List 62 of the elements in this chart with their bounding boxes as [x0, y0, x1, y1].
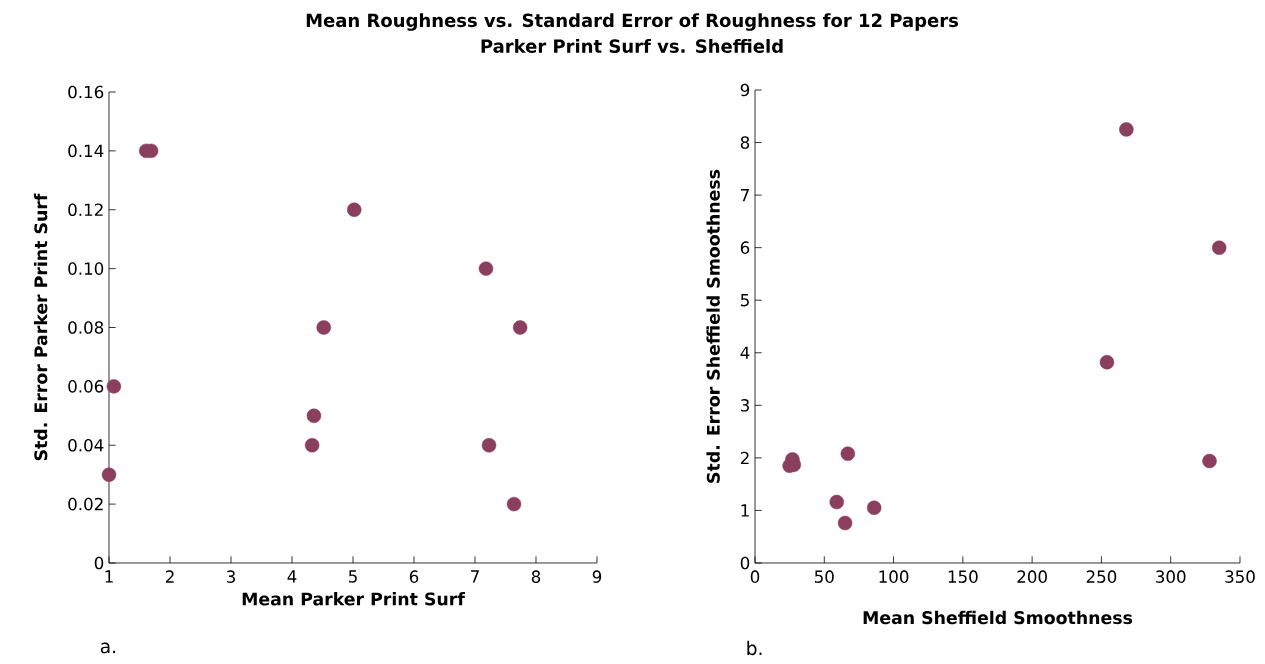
x-tick-label: 9 [592, 570, 602, 583]
point [506, 496, 522, 512]
y-tick-label: 2 [740, 451, 749, 465]
point [866, 500, 882, 516]
y-tick-label: 3 [740, 399, 749, 412]
point [1099, 355, 1115, 370]
point [306, 408, 322, 424]
point [512, 320, 528, 335]
x-tick-label: 5 [348, 570, 357, 583]
y-tick-label: 0.06 [68, 380, 104, 393]
y-tick-label: 7 [741, 189, 749, 202]
text: a. [100, 642, 116, 654]
y-tick-label: 5 [740, 294, 749, 307]
y-tick-label: 0.12 [68, 203, 103, 217]
x-tick-label: 0 [750, 570, 760, 583]
x-axis-title: Mean Parker Print Surf [242, 592, 465, 606]
x-tick-label: 2 [165, 570, 174, 583]
point [1202, 453, 1217, 469]
point [347, 202, 362, 217]
y-axis-title: Std. Error Sheffield Smoothness [706, 169, 720, 483]
point [840, 446, 856, 461]
x-tick-label: 6 [409, 570, 419, 583]
y-tick-label: 6 [740, 241, 750, 254]
y-tick-label: 0.14 [68, 144, 104, 158]
point [481, 438, 497, 453]
x-tick-label: 7 [471, 570, 479, 583]
y-tick-label: 0.16 [68, 85, 104, 99]
chart-title: Mean Roughness vs. Standard Error of Roughness for 12 Papers [306, 13, 959, 31]
y-tick-label: 0.10 [68, 262, 104, 275]
x-tick-label: 100 [879, 570, 909, 583]
x-tick-label: 200 [1017, 570, 1047, 583]
x-tick-label: 1 [105, 570, 113, 583]
point [829, 494, 844, 510]
point [837, 515, 853, 531]
point [106, 379, 122, 394]
y-tick-label: 0.04 [68, 438, 104, 452]
x-tick-label: 50 [814, 570, 834, 583]
x-tick-label: 350 [1225, 570, 1255, 583]
x-axis-title: Mean Sheffield Smoothness [863, 610, 1133, 625]
y-tick-label: 4 [740, 346, 750, 359]
y-tick-label: 9 [740, 83, 750, 97]
x-tick-label: 3 [226, 570, 235, 583]
y-tick-label: 0.02 [68, 497, 103, 511]
x-tick-label: 4 [287, 570, 297, 583]
text: b. [747, 640, 762, 656]
x-tick-label: 8 [531, 570, 541, 583]
point [304, 438, 320, 453]
chart-subtitle: Parker Print Surf vs. Sheffield [481, 39, 783, 53]
y-tick-label: 0.08 [68, 321, 104, 334]
point [478, 261, 494, 276]
point [1119, 122, 1134, 137]
x-tick-label: 300 [1156, 570, 1186, 583]
y-tick-label: 0 [94, 556, 104, 570]
y-axis-title: Std. Error Parker Print Surf [33, 193, 48, 461]
point [101, 467, 117, 482]
point [1212, 240, 1227, 255]
y-tick-label: 8 [740, 136, 750, 149]
y-tick-label: 0 [740, 556, 750, 570]
x-tick-label: 150 [948, 570, 978, 583]
point [316, 320, 331, 335]
x-tick-label: 250 [1086, 570, 1117, 583]
y-tick-label: 1 [741, 504, 749, 517]
